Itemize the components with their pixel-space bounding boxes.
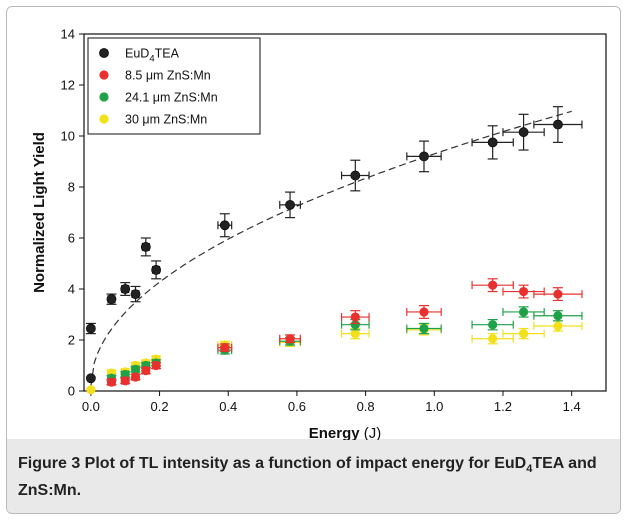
legend-label: EuD4TEA (125, 47, 180, 65)
x-tick-label: 0.0 (82, 399, 100, 414)
data-point (553, 119, 563, 130)
data-point (106, 294, 117, 305)
data-point (419, 307, 429, 317)
legend-box (87, 37, 261, 135)
data-point (140, 242, 151, 252)
data-point (518, 286, 529, 297)
data-point (130, 372, 141, 382)
x-tick-label: 0.8 (357, 399, 375, 414)
caption-subscript: 4 (526, 463, 533, 476)
legend: EuD4TEA 8.5 μm ZnS:Mn 24.1 μm ZnS:Mn 30 μm … (87, 37, 261, 135)
data-point (130, 289, 141, 299)
data-point (350, 170, 361, 181)
data-point (86, 385, 96, 395)
x-axis-label-unit: (J) (360, 425, 382, 440)
data-point (518, 127, 529, 138)
data-point (350, 312, 360, 322)
figure-frame (6, 6, 621, 514)
y-tick-label: 14 (61, 27, 75, 42)
data-point (106, 377, 117, 387)
x-tick-label: 0.6 (288, 399, 306, 414)
data-point (419, 151, 429, 162)
caption-text: Plot of TL intensity as a function of im… (18, 455, 597, 499)
caption-text-part1: Plot of TL intensity as a function of im… (80, 455, 527, 472)
data-point (518, 329, 529, 339)
legend-marker (99, 70, 109, 80)
legend-marker (99, 92, 109, 102)
data-point (518, 307, 529, 317)
data-point (419, 323, 429, 334)
plot-area-border (83, 33, 607, 392)
y-tick-label: 8 (68, 180, 75, 195)
caption-label: Figure 3 (18, 455, 81, 472)
data-point (219, 220, 230, 231)
data-point (120, 284, 131, 294)
data-point (553, 289, 563, 299)
x-tick-label: 1.2 (494, 399, 512, 414)
data-point (487, 137, 498, 148)
data-point (350, 320, 360, 330)
data-point (141, 366, 151, 376)
x-axis-label: Energy (J) (309, 425, 382, 440)
legend-label: 8.5 μm ZnS:Mn (125, 69, 211, 83)
x-tick-label: 1.4 (563, 399, 581, 414)
legend-label-tail: TEA (155, 47, 180, 61)
legend-label-base: EuD (125, 47, 149, 61)
data-point (120, 376, 130, 386)
data-point (151, 360, 161, 371)
data-point (488, 334, 498, 344)
legend-label-subscript: 4 (149, 54, 154, 65)
y-tick-label: 12 (61, 78, 75, 93)
x-tick-label: 0.2 (151, 399, 169, 414)
x-tick-label: 1.0 (425, 399, 443, 414)
y-axis-label: Normalized Light Yield (31, 132, 48, 293)
legend-marker (99, 114, 109, 124)
legend-label: 30 μm ZnS:Mn (125, 113, 207, 127)
figure-caption: Figure 3 Plot of TL intensity as a funct… (18, 453, 613, 502)
data-point (151, 264, 162, 275)
legend-label: 24.1 μm ZnS:Mn (125, 91, 218, 105)
data-point (85, 323, 96, 334)
data-point (285, 199, 295, 210)
y-tick-label: 0 (68, 384, 75, 399)
y-tick-label: 6 (68, 231, 75, 246)
data-point (553, 321, 563, 331)
data-point (488, 320, 498, 330)
y-tick-label: 2 (68, 333, 75, 348)
x-tick-label: 0.4 (219, 399, 237, 414)
chart: 0.0 0.2 0.4 0.6 0.8 1.0 1.2 1.4 0 2 4 6 8 10 12 14 Energ… (31, 27, 607, 440)
data-point (553, 311, 563, 321)
data-point (488, 280, 498, 290)
caption-text-part2: TEA and ZnS:Mn. (18, 455, 597, 500)
caption-background (7, 439, 620, 513)
y-tick-label: 10 (61, 129, 75, 144)
data-point (350, 329, 360, 339)
legend-marker (99, 48, 109, 58)
data-point (120, 369, 130, 380)
data-point (220, 343, 230, 353)
data-point (285, 334, 295, 344)
y-tick-label: 4 (68, 282, 75, 297)
data-point (85, 373, 96, 384)
data-point (130, 364, 141, 374)
x-axis-label-name: Energy (309, 425, 361, 440)
fit-curve-line (90, 110, 572, 386)
